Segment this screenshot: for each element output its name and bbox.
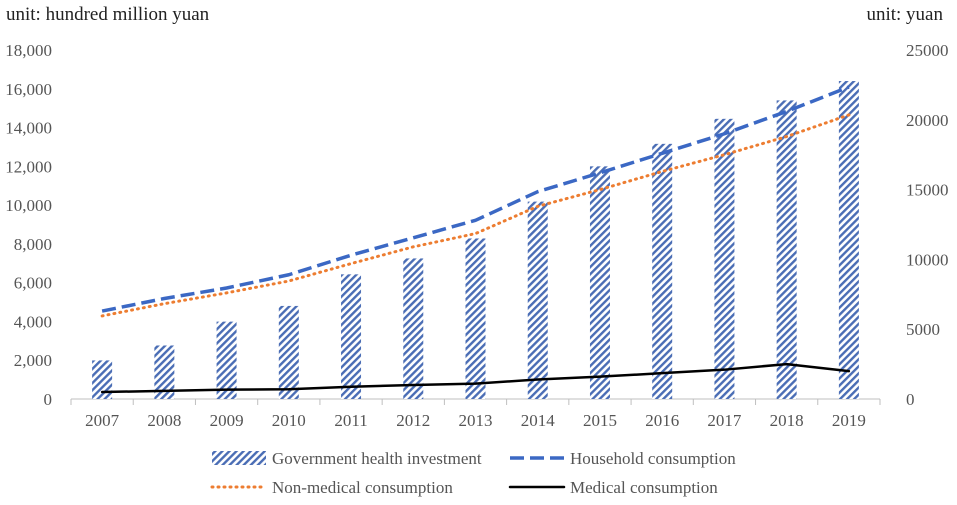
bar-government-health-investment [154,345,175,399]
x-tick-label: 2014 [521,411,556,430]
x-tick-label: 2007 [85,411,120,430]
x-tick-label: 2008 [147,411,181,430]
left-y-tick-label: 2,000 [14,351,52,370]
x-tick-label: 2019 [832,411,866,430]
left-y-tick-label: 10,000 [5,196,52,215]
left-y-tick-label: 16,000 [5,80,52,99]
left-y-tick-label: 14,000 [5,119,52,138]
x-tick-label: 2016 [645,411,679,430]
x-tick-label: 2012 [396,411,430,430]
bar-government-health-investment [278,305,299,399]
bar-government-health-investment [838,81,859,400]
bar-government-health-investment [714,118,735,399]
left-y-tick-label: 8,000 [14,235,52,254]
line-medical-consumption [100,362,851,394]
bar-government-health-investment [341,274,362,399]
bar-government-health-investment [465,238,486,399]
bar-government-health-investment [92,360,113,399]
right-y-tick-label: 10000 [906,250,949,269]
x-tick-label: 2017 [707,411,742,430]
right-y-tick-label: 15000 [906,181,949,200]
right-axis-unit-label: unit: yuan [866,4,943,25]
legend-label: Government health investment [272,449,482,468]
x-tick-label: 2013 [459,411,493,430]
bar-government-health-investment [216,321,237,399]
line-household-consumption [101,85,850,313]
x-tick-label: 2011 [334,411,367,430]
legend-label: Non-medical consumption [272,478,453,497]
left-y-tick-label: 6,000 [14,274,52,293]
bar-government-health-investment [403,258,424,399]
x-tick-label: 2009 [210,411,244,430]
right-y-tick-label: 20000 [906,111,949,130]
bar-government-health-investment [776,100,797,400]
right-y-tick-label: 0 [906,390,915,409]
right-y-tick-label: 25000 [906,41,949,60]
bar-government-health-investment [589,166,610,399]
left-y-tick-label: 4,000 [14,312,52,331]
bar-government-health-investment [527,201,548,399]
left-y-tick-label: 0 [44,390,53,409]
left-axis-unit-label: unit: hundred million yuan [6,4,210,25]
left-y-tick-label: 12,000 [5,157,52,176]
x-tick-label: 2018 [770,411,804,430]
legend-label: Medical consumption [570,478,718,497]
right-y-tick-label: 5000 [906,320,940,339]
line-non-medical-consumption [100,113,851,318]
bar-government-health-investment [652,143,673,399]
x-tick-label: 2010 [272,411,306,430]
legend-label: Household consumption [570,449,736,468]
left-y-tick-label: 18,000 [5,41,52,60]
legend-swatch-bar [212,451,266,465]
x-tick-label: 2015 [583,411,617,430]
